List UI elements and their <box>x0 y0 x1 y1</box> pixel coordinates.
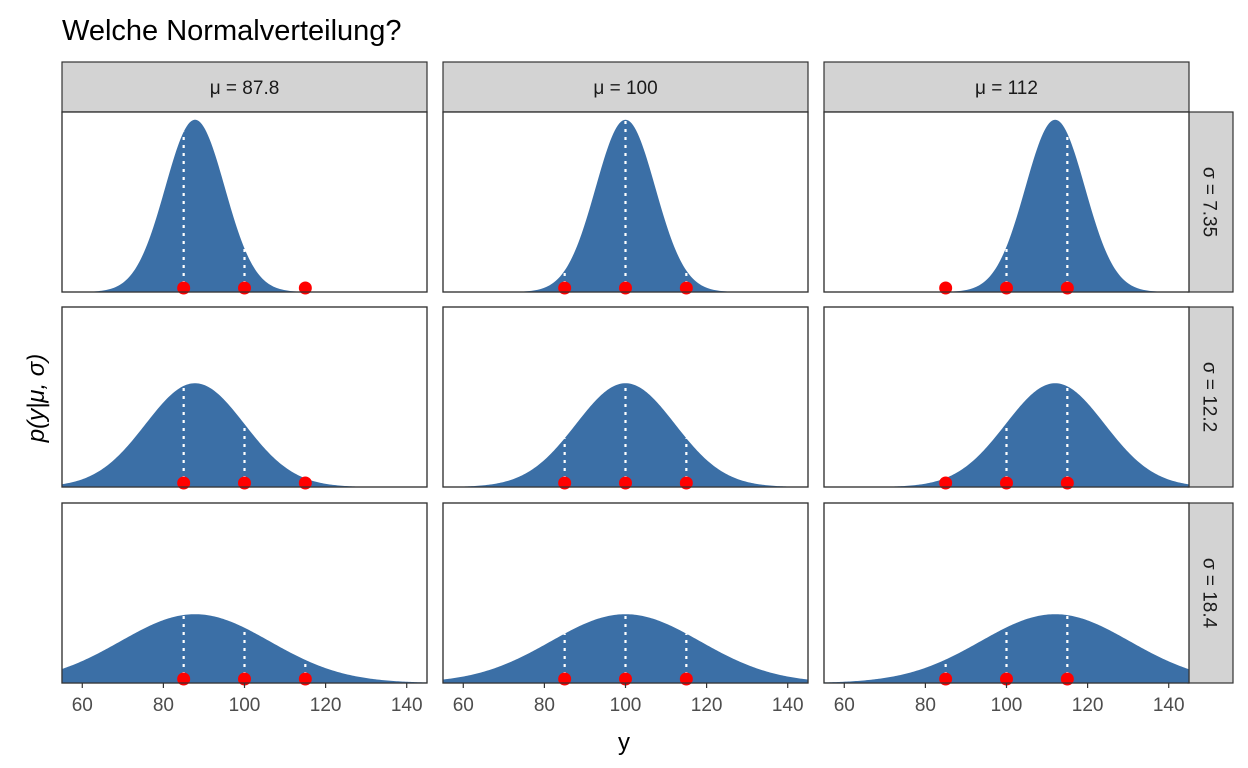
observed-point <box>1060 672 1074 686</box>
observed-point <box>238 672 251 686</box>
column-strip-label: μ = 100 <box>593 78 657 99</box>
x-tick-label: 100 <box>610 695 642 716</box>
column-strip <box>823 61 1190 113</box>
x-tick-label: 100 <box>229 695 261 716</box>
facet-panel <box>61 502 428 686</box>
row-strip <box>1187 111 1234 293</box>
facet-panel <box>61 306 428 490</box>
facet-panel <box>823 306 1190 490</box>
x-tick-label: 120 <box>691 695 723 716</box>
observed-point <box>1000 281 1013 295</box>
density-area <box>443 119 808 292</box>
observed-point <box>558 476 572 490</box>
facet-panel <box>823 111 1190 295</box>
density-area <box>443 383 808 487</box>
row-strip-label: σ = 12.2 <box>1199 362 1220 432</box>
panel-border <box>823 111 1190 293</box>
column-strip <box>61 61 428 113</box>
x-tick-label: 80 <box>534 695 555 716</box>
x-tick-label: 120 <box>1072 695 1104 716</box>
density-area <box>824 383 1189 487</box>
density-area <box>824 119 1189 292</box>
facet-panel <box>823 502 1190 686</box>
row-strip-label: σ = 18.4 <box>1199 558 1220 629</box>
column-strip <box>442 61 809 113</box>
x-tick-label: 120 <box>310 695 342 716</box>
row-strip-label: σ = 7.35 <box>1199 167 1220 237</box>
facet-panel <box>442 502 809 686</box>
observed-point <box>177 672 191 686</box>
observed-point <box>1000 476 1013 490</box>
observed-point <box>939 281 953 295</box>
observed-point <box>298 281 312 295</box>
panel-border <box>442 306 809 488</box>
facet-grid: μ = 87.8 μ = 100 μ = 112 σ = 7.35 σ = 12.2 σ … <box>61 61 1234 716</box>
panel-border <box>61 111 428 293</box>
panel-border <box>823 306 1190 488</box>
row-strip <box>1187 306 1234 488</box>
observed-point <box>558 281 572 295</box>
observed-point <box>558 672 572 686</box>
observed-point <box>619 281 632 295</box>
x-tick-label: 140 <box>391 695 423 716</box>
observed-point <box>177 476 191 490</box>
x-axis-label: y <box>618 729 630 756</box>
column-strip-label: μ = 112 <box>975 78 1038 99</box>
facet-panel <box>61 111 428 295</box>
observed-point <box>177 281 191 295</box>
observed-point <box>1060 476 1074 490</box>
observed-point <box>939 672 953 686</box>
observed-point <box>619 672 632 686</box>
observed-point <box>298 476 312 490</box>
x-tick-label: 60 <box>72 695 93 716</box>
panel-border <box>61 306 428 488</box>
x-tick-label: 60 <box>834 695 855 716</box>
observed-point <box>939 476 953 490</box>
observed-point <box>679 476 693 490</box>
observed-point <box>619 476 632 490</box>
observed-point <box>1060 281 1074 295</box>
y-axis-label: p(y|μ, σ) <box>23 354 50 444</box>
facet-panel <box>442 306 809 490</box>
x-tick-label: 140 <box>1153 695 1185 716</box>
x-tick-label: 80 <box>153 695 174 716</box>
chart-title: Welche Normalverteilung? <box>62 15 402 47</box>
x-tick-label: 60 <box>453 695 474 716</box>
panel-border <box>442 111 809 293</box>
density-area <box>62 119 427 292</box>
facet-panel <box>442 111 809 295</box>
x-tick-label: 140 <box>772 695 804 716</box>
column-strip-label: μ = 87.8 <box>210 78 280 99</box>
observed-point <box>238 476 251 490</box>
observed-point <box>1000 672 1013 686</box>
observed-point <box>679 281 693 295</box>
x-tick-label: 80 <box>915 695 936 716</box>
x-tick-label: 100 <box>991 695 1023 716</box>
observed-point <box>679 672 693 686</box>
density-area <box>62 383 427 487</box>
observed-point <box>298 672 312 686</box>
observed-point <box>238 281 251 295</box>
